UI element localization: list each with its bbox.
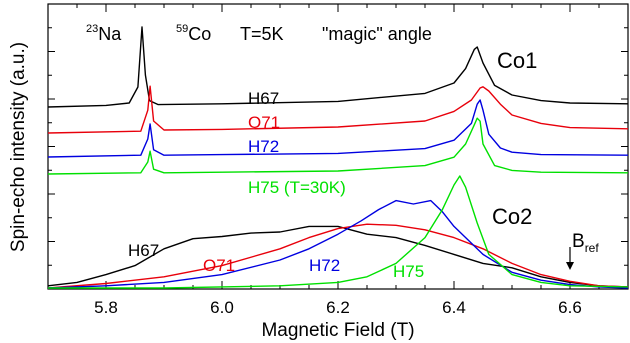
bref-label: Bref	[572, 231, 599, 255]
series-line-lower-h75	[48, 175, 629, 289]
series-line-upper-h72	[47, 99, 629, 158]
series-line-lower-o71	[47, 223, 629, 289]
co2-label: Co2	[492, 204, 532, 229]
series-line-upper-h75	[47, 117, 629, 175]
x-tick-label: 6.6	[558, 298, 582, 317]
series-label-upper-h72: H72	[248, 137, 279, 156]
series-line-lower-h72	[47, 199, 629, 289]
x-tick-label: 5.8	[94, 298, 118, 317]
series-label-lower-o71: O71	[203, 256, 235, 275]
series-label-upper-h75: H75 (T=30K)	[248, 178, 346, 197]
x-tick-label: 6.2	[326, 298, 350, 317]
na-isotope-label: 23Na	[86, 23, 122, 44]
y-axis-title: Spin-echo intensity (a.u.)	[8, 42, 29, 252]
x-axis-title: Magnetic Field (T)	[261, 320, 414, 341]
series-line-lower-h67	[47, 225, 629, 288]
series-line-upper-h67	[47, 26, 629, 108]
bref-arrow-icon	[566, 247, 574, 270]
angle-label: "magic" angle	[322, 24, 432, 44]
co1-label: Co1	[497, 48, 537, 73]
series-label-upper-o71: O71	[248, 113, 280, 132]
series-layer	[47, 26, 629, 289]
temperature-label: T=5K	[240, 24, 284, 44]
series-label-upper-h67: H67	[248, 89, 279, 108]
x-tick-label: 6.0	[210, 298, 234, 317]
series-label-lower-h67: H67	[128, 241, 159, 260]
series-label-lower-h72: H72	[309, 256, 340, 275]
series-label-lower-h75: H75	[393, 262, 424, 281]
x-tick-label: 6.4	[442, 298, 466, 317]
series-line-upper-o71	[47, 85, 629, 134]
co-isotope-label: 59Co	[176, 23, 211, 44]
